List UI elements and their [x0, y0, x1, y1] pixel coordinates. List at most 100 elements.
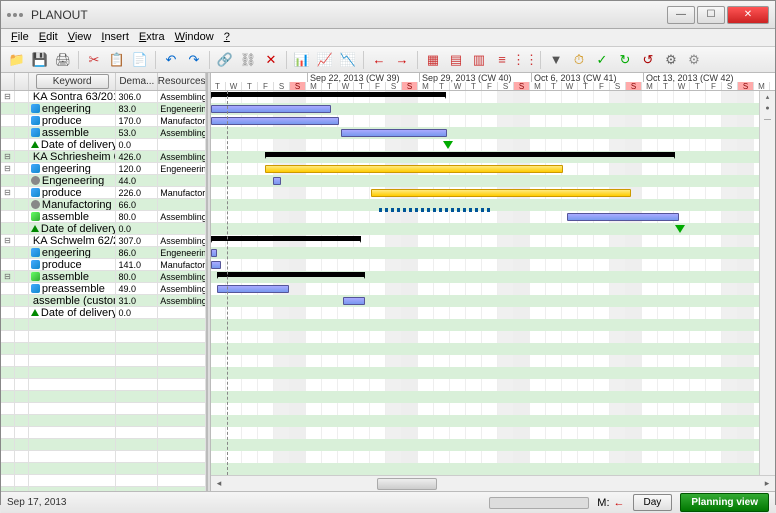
expand-toggle[interactable] — [1, 115, 15, 126]
toolbar-btn-23[interactable]: ▤ — [446, 50, 466, 70]
scroll-minus-icon[interactable]: — — [764, 116, 771, 123]
keyword-cell[interactable]: KA Schwelm 62/201 — [29, 235, 117, 246]
table-row[interactable] — [1, 439, 206, 451]
keyword-cell[interactable]: KA Sontra 63/201 — [29, 91, 117, 102]
keyword-cell[interactable]: produce — [29, 187, 117, 198]
toolbar-btn-6[interactable]: 📄 — [130, 50, 150, 70]
planning-view-button[interactable]: Planning view — [680, 493, 769, 512]
gantt-bar[interactable] — [343, 297, 365, 305]
gantt-row[interactable] — [211, 403, 775, 415]
gantt-row[interactable] — [211, 163, 775, 175]
toolbar-btn-5[interactable]: 📋 — [107, 50, 127, 70]
expand-toggle[interactable] — [1, 175, 15, 186]
expand-toggle[interactable] — [1, 199, 15, 210]
expand-toggle[interactable] — [1, 127, 15, 138]
resources-col-header[interactable]: Resources — [158, 73, 206, 90]
table-row[interactable]: engeering83.0Engeneering — [1, 103, 206, 115]
table-row[interactable] — [1, 403, 206, 415]
keyword-cell[interactable]: engeering — [29, 163, 117, 174]
table-row[interactable] — [1, 451, 206, 463]
toolbar-btn-30[interactable]: ✓ — [592, 50, 612, 70]
toolbar-btn-33[interactable]: ⚙ — [661, 50, 681, 70]
gantt-bar[interactable] — [217, 272, 365, 277]
demand-col-header[interactable]: Dema... — [116, 73, 158, 90]
expand-toggle[interactable] — [1, 295, 15, 306]
keyword-cell[interactable]: Manufactoring — [29, 199, 117, 210]
table-row[interactable]: assemble53.0Assembling — [1, 127, 206, 139]
table-row[interactable]: ⊟KA Sontra 63/201306.0Assembling, E — [1, 91, 206, 103]
table-row[interactable]: preassemble49.0Assembling, N — [1, 283, 206, 295]
table-row[interactable] — [1, 475, 206, 487]
table-row[interactable] — [1, 487, 206, 491]
gantt-row[interactable] — [211, 295, 775, 307]
scrollbar-track[interactable] — [227, 477, 759, 491]
keyword-cell[interactable]: assemble (custom — [29, 295, 117, 306]
gantt-row[interactable] — [211, 139, 775, 151]
keyword-col-header[interactable]: Keyword — [29, 73, 117, 90]
gantt-row[interactable] — [211, 235, 775, 247]
gantt-row[interactable] — [211, 259, 775, 271]
expand-toggle[interactable]: ⊟ — [1, 271, 15, 282]
toolbar-btn-31[interactable]: ↻ — [615, 50, 635, 70]
toolbar-btn-25[interactable]: ≡ — [492, 50, 512, 70]
table-row[interactable]: ⊟KA Schwelm 62/201307.0Assembling, E — [1, 235, 206, 247]
toolbar-btn-8[interactable]: ↶ — [161, 50, 181, 70]
gantt-row[interactable] — [211, 427, 775, 439]
table-row[interactable] — [1, 391, 206, 403]
gantt-row[interactable] — [211, 307, 775, 319]
expand-toggle[interactable] — [1, 259, 15, 270]
expand-toggle[interactable]: ⊟ — [1, 235, 15, 246]
toolbar-btn-26[interactable]: ⋮⋮ — [515, 50, 535, 70]
gantt-row[interactable] — [211, 127, 775, 139]
toolbar-btn-4[interactable]: ✂ — [84, 50, 104, 70]
gantt-row[interactable] — [211, 271, 775, 283]
gantt-bar[interactable] — [273, 177, 281, 185]
milestone-marker[interactable] — [443, 141, 453, 149]
menu-edit[interactable]: Edit — [35, 31, 62, 44]
gantt-row[interactable] — [211, 379, 775, 391]
expand-toggle[interactable] — [1, 139, 15, 150]
milestone-marker[interactable] — [675, 225, 685, 233]
table-row[interactable]: Date of delivery0.0 — [1, 307, 206, 319]
gantt-bar[interactable] — [211, 105, 331, 113]
table-row[interactable]: produce141.0Manufactoring — [1, 259, 206, 271]
gantt-row[interactable] — [211, 223, 775, 235]
keyword-cell[interactable]: engeering — [29, 247, 117, 258]
table-row[interactable] — [1, 355, 206, 367]
table-row[interactable]: assemble80.0Assembling — [1, 211, 206, 223]
keyword-cell[interactable]: Date of delivery — [29, 139, 117, 150]
table-row[interactable]: assemble (custom31.0Assembling — [1, 295, 206, 307]
table-row[interactable] — [1, 415, 206, 427]
toolbar-btn-15[interactable]: 📊 — [292, 50, 312, 70]
toolbar-btn-28[interactable]: ▼ — [546, 50, 566, 70]
toolbar-btn-24[interactable]: ▥ — [469, 50, 489, 70]
scrollbar-thumb[interactable] — [377, 478, 437, 490]
expand-toggle[interactable] — [1, 223, 15, 234]
gantt-row[interactable] — [211, 415, 775, 427]
toolbar-btn-13[interactable]: ✕ — [261, 50, 281, 70]
keyword-cell[interactable]: engeering — [29, 103, 117, 114]
toolbar-btn-2[interactable]: 🖨 — [53, 50, 73, 70]
table-row[interactable] — [1, 343, 206, 355]
gantt-row[interactable] — [211, 391, 775, 403]
gantt-row[interactable] — [211, 439, 775, 451]
menu-extra[interactable]: Extra — [135, 31, 169, 44]
table-row[interactable]: ⊟KA Schriesheim 65/201426.0Assembling, E — [1, 151, 206, 163]
toolbar-btn-22[interactable]: ▦ — [423, 50, 443, 70]
zoom-slider[interactable] — [489, 497, 589, 509]
toolbar-btn-1[interactable]: 💾 — [30, 50, 50, 70]
keyword-cell[interactable]: produce — [29, 115, 117, 126]
menu-insert[interactable]: Insert — [97, 31, 133, 44]
zoom-level-button[interactable]: Day — [633, 494, 673, 511]
toolbar-btn-16[interactable]: 📈 — [315, 50, 335, 70]
horizontal-scrollbar[interactable]: ◂ ▸ — [211, 475, 775, 491]
table-row[interactable]: Manufactoring66.0 — [1, 199, 206, 211]
table-row[interactable]: produce170.0Manufactoring — [1, 115, 206, 127]
gantt-row[interactable] — [211, 187, 775, 199]
gantt-bar[interactable] — [265, 152, 675, 157]
gantt-row[interactable] — [211, 451, 775, 463]
gantt-bar[interactable] — [265, 165, 563, 173]
toolbar-btn-17[interactable]: 📉 — [338, 50, 358, 70]
gantt-bar[interactable] — [567, 213, 679, 221]
expand-toggle[interactable]: ⊟ — [1, 151, 15, 162]
